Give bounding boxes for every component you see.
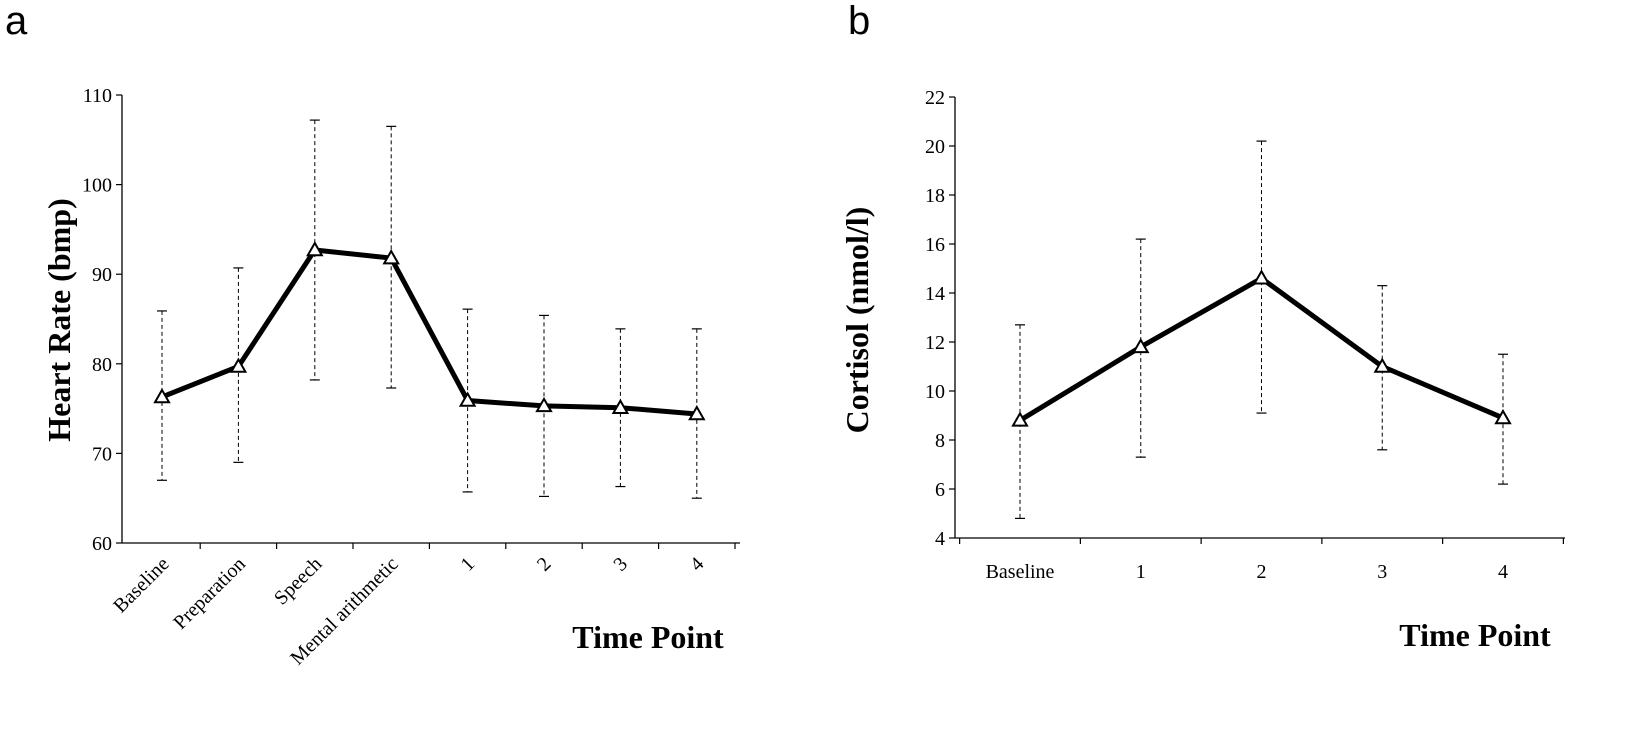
y-tick-label: 12 [925, 332, 945, 354]
x-tick-label: 2 [1257, 561, 1267, 583]
x-tick-label: Baseline [109, 553, 173, 617]
data-point-marker [535, 396, 553, 413]
x-tick-label: Preparation [169, 553, 250, 634]
x-axis-title-b: Time Point [1399, 617, 1551, 653]
data-point-marker [153, 387, 171, 404]
y-tick-label: 6 [935, 479, 945, 501]
x-tick-label: Speech [270, 553, 326, 609]
y-tick-label: 60 [92, 533, 112, 555]
data-point-marker [458, 391, 477, 407]
data-point-marker [688, 404, 706, 421]
data-point-marker [1132, 337, 1150, 354]
axes-a [116, 94, 740, 549]
y-axis-title-a: Heart Rate (bmp) [41, 198, 77, 441]
y-tick-label: 80 [92, 354, 112, 376]
data-point-marker [382, 249, 400, 265]
data-point-marker [1252, 269, 1271, 285]
x-tick-label: 1 [457, 553, 480, 576]
x-tick-label: 1 [1136, 561, 1146, 583]
y-axis-title-b: Cortisol (nmol/l) [839, 207, 875, 434]
axes-b [949, 96, 1565, 544]
series-line [161, 247, 698, 417]
x-tick-label: Baseline [986, 561, 1055, 583]
data-point-marker [1494, 408, 1512, 425]
x-tick-label: 2 [533, 553, 556, 576]
data-point-marker [1373, 357, 1391, 373]
data-point-marker [229, 357, 248, 373]
panel-letter-a: a [5, 0, 28, 43]
error-bar [1377, 285, 1388, 451]
data-point-marker [1011, 411, 1029, 427]
y-tick-label: 14 [925, 283, 945, 305]
x-tick-label: 3 [609, 553, 632, 576]
y-tick-label: 18 [925, 185, 945, 207]
series-layer-a [153, 240, 706, 421]
y-tick-label: 110 [83, 85, 112, 107]
y-tick-label: 8 [935, 430, 945, 452]
x-tick-label: 4 [686, 553, 709, 576]
x-axis-title-a: Time Point [572, 619, 724, 655]
y-tick-label: 100 [82, 175, 112, 197]
y-tick-label: 4 [935, 528, 945, 550]
data-point-marker [611, 398, 630, 414]
series-line [1018, 275, 1504, 423]
y-tick-label: 20 [925, 136, 945, 158]
error-bar [1135, 238, 1146, 458]
series-layer-b [1011, 269, 1512, 427]
errorbar-layer-b [1015, 140, 1508, 520]
panel-letter-b: b [848, 0, 870, 43]
y-tick-label: 16 [925, 234, 945, 256]
y-tick-label: 22 [925, 87, 945, 109]
errorbar-layer-a [157, 119, 702, 499]
y-tick-label: 70 [92, 443, 112, 465]
x-tick-label: 3 [1377, 561, 1387, 583]
error-bar [539, 314, 549, 498]
error-bar [1015, 324, 1025, 520]
data-point-marker [306, 240, 324, 257]
error-bar [233, 267, 244, 463]
error-bar [386, 125, 397, 389]
y-tick-label: 10 [925, 381, 945, 403]
x-tick-label: 4 [1498, 561, 1508, 583]
y-tick-label: 90 [92, 264, 112, 286]
